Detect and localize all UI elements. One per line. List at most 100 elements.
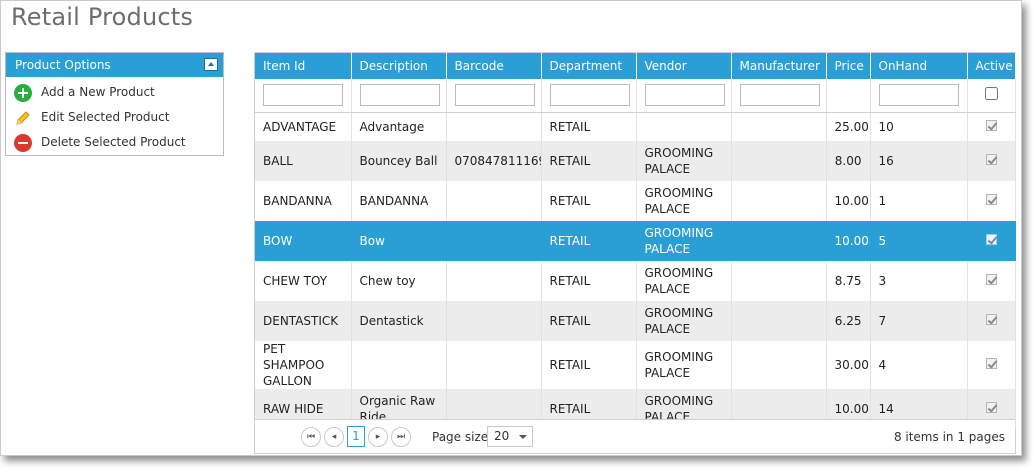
page-number-button[interactable]: 1 bbox=[347, 426, 365, 447]
cell-onhand: 3 bbox=[870, 261, 968, 301]
filter-manufacturer-input[interactable] bbox=[739, 84, 820, 107]
prev-page-button[interactable]: ◂ bbox=[324, 427, 344, 447]
cell-department: RETAIL bbox=[541, 141, 637, 181]
column-header-department[interactable]: Department bbox=[541, 53, 637, 79]
next-page-button[interactable]: ▸ bbox=[368, 427, 388, 447]
cell-vendor: GROOMING PALACE bbox=[636, 221, 732, 261]
cell-price: 10.00 bbox=[826, 389, 871, 429]
cell-department: RETAIL bbox=[541, 221, 637, 261]
page-size-label: Page size: bbox=[432, 430, 493, 444]
cell-department: RETAIL bbox=[541, 112, 637, 141]
cell-department: RETAIL bbox=[541, 341, 637, 389]
add-product-item[interactable]: Add a New Product bbox=[6, 80, 223, 105]
cell-barcode bbox=[446, 221, 542, 261]
panel-title: Product Options bbox=[15, 58, 111, 72]
table-row[interactable]: BANDANNA BANDANNA RETAIL GROOMING PALACE 10.… bbox=[255, 181, 1016, 221]
cell-onhand: 5 bbox=[870, 221, 968, 261]
cell-price: 10.00 bbox=[826, 181, 871, 221]
cell-active bbox=[967, 341, 1016, 389]
cell-item-id: DENTASTICK bbox=[255, 301, 352, 341]
filter-department-input[interactable] bbox=[549, 84, 630, 107]
cell-vendor: GROOMING PALACE bbox=[636, 181, 732, 221]
cell-onhand: 16 bbox=[870, 141, 968, 181]
app-window: Retail Products Product Options Add a Ne… bbox=[0, 0, 1022, 456]
cell-barcode bbox=[446, 301, 542, 341]
active-checkbox[interactable] bbox=[985, 358, 997, 369]
cell-description: Bouncey Ball bbox=[351, 141, 447, 181]
active-checkbox[interactable] bbox=[985, 194, 997, 205]
products-grid: Item Id Description Barcode Department V… bbox=[254, 52, 1016, 454]
delete-product-item[interactable]: Delete Selected Product bbox=[6, 130, 223, 155]
column-header-description[interactable]: Description bbox=[351, 53, 447, 79]
filter-barcode-input[interactable] bbox=[454, 84, 535, 107]
table-row[interactable]: DENTASTICK Dentastick RETAIL GROOMING PALAC… bbox=[255, 301, 1016, 341]
active-checkbox[interactable] bbox=[985, 274, 997, 285]
cell-active bbox=[967, 141, 1016, 181]
table-row[interactable]: ADVANTAGE Advantage RETAIL 25.00 10 bbox=[255, 112, 1016, 141]
table-row[interactable]: PET SHAMPOO GALLON RETAIL GROOMING PALACE 3… bbox=[255, 341, 1016, 389]
cell-active bbox=[967, 112, 1016, 141]
cell-manufacturer bbox=[731, 112, 827, 141]
cell-item-id: CHEW TOY bbox=[255, 261, 352, 301]
column-header-item-id[interactable]: Item Id bbox=[255, 53, 352, 79]
column-header-price[interactable]: Price bbox=[826, 53, 871, 79]
cell-description: BANDANNA bbox=[351, 181, 447, 221]
cell-active bbox=[967, 261, 1016, 301]
cell-department: RETAIL bbox=[541, 181, 637, 221]
column-header-active[interactable]: Active bbox=[967, 53, 1016, 79]
cell-price: 8.75 bbox=[826, 261, 871, 301]
cell-manufacturer bbox=[731, 261, 827, 301]
filter-onhand-input[interactable] bbox=[878, 84, 959, 107]
column-header-onhand[interactable]: OnHand bbox=[870, 53, 968, 79]
cell-manufacturer bbox=[731, 221, 827, 261]
cell-vendor: GROOMING PALACE bbox=[636, 261, 732, 301]
pager-info: 8 items in 1 pages bbox=[893, 430, 1005, 444]
cell-onhand: 7 bbox=[870, 301, 968, 341]
last-page-button[interactable]: ⏭ bbox=[391, 427, 411, 447]
cell-barcode: 070847811169 bbox=[446, 141, 542, 181]
page-title: Retail Products bbox=[11, 3, 194, 31]
cell-active bbox=[967, 221, 1016, 261]
active-checkbox[interactable] bbox=[985, 154, 997, 165]
cell-price: 25.00 bbox=[826, 112, 871, 141]
pencil-icon bbox=[14, 109, 32, 127]
cell-item-id: BOW bbox=[255, 221, 352, 261]
table-row[interactable]: CHEW TOY Chew toy RETAIL GROOMING PALACE 8.7… bbox=[255, 261, 1016, 301]
cell-price: 10.00 bbox=[826, 221, 871, 261]
cell-barcode bbox=[446, 112, 542, 141]
delete-circle-icon bbox=[14, 133, 32, 152]
filter-vendor-input[interactable] bbox=[644, 84, 725, 107]
cell-description: Advantage bbox=[351, 112, 447, 141]
column-header-manufacturer[interactable]: Manufacturer bbox=[731, 53, 827, 79]
active-checkbox[interactable] bbox=[985, 402, 997, 413]
cell-onhand: 4 bbox=[870, 341, 968, 389]
filter-item-id-input[interactable] bbox=[263, 84, 343, 107]
active-checkbox[interactable] bbox=[985, 119, 997, 131]
cell-vendor: GROOMING PALACE bbox=[636, 141, 732, 181]
menu-label: Add a New Product bbox=[41, 85, 155, 99]
table-row[interactable]: BOW Bow RETAIL GROOMING PALACE 10.00 5 bbox=[255, 221, 1016, 261]
cell-manufacturer bbox=[731, 341, 827, 389]
column-header-barcode[interactable]: Barcode bbox=[446, 53, 542, 79]
cell-item-id: ADVANTAGE bbox=[255, 112, 352, 141]
cell-description: Chew toy bbox=[351, 261, 447, 301]
cell-price: 6.25 bbox=[826, 301, 871, 341]
active-checkbox[interactable] bbox=[985, 314, 997, 325]
collapse-button[interactable] bbox=[204, 58, 218, 71]
options-menu: Add a New Product Edit Selected Product … bbox=[6, 77, 223, 155]
add-circle-icon bbox=[14, 83, 32, 102]
table-row[interactable]: BALL Bouncey Ball 070847811169 RETAIL GROOMI… bbox=[255, 141, 1016, 181]
cell-active bbox=[967, 181, 1016, 221]
column-header-vendor[interactable]: Vendor bbox=[636, 53, 732, 79]
cell-manufacturer bbox=[731, 301, 827, 341]
active-checkbox[interactable] bbox=[985, 234, 997, 245]
cell-item-id: BANDANNA bbox=[255, 181, 352, 221]
filter-active-checkbox[interactable] bbox=[984, 86, 998, 100]
page-size-value: 20 bbox=[494, 429, 510, 443]
page-size-select[interactable]: 20 bbox=[487, 426, 533, 447]
filter-description-input[interactable] bbox=[359, 84, 440, 107]
cell-barcode bbox=[446, 341, 542, 389]
cell-department: RETAIL bbox=[541, 301, 637, 341]
edit-product-item[interactable]: Edit Selected Product bbox=[6, 105, 223, 130]
first-page-button[interactable]: ⏮ bbox=[301, 427, 321, 447]
